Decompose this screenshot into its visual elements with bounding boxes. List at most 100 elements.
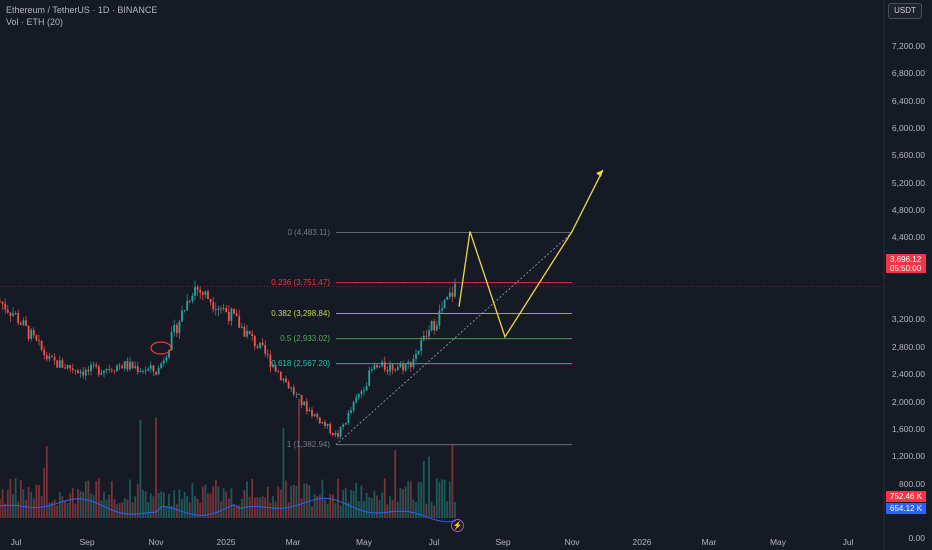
- volume-bar: [264, 497, 267, 518]
- volume-bar: [324, 499, 326, 518]
- candle-body: [157, 367, 160, 375]
- candle-body: [256, 346, 259, 348]
- volume-bar: [212, 486, 215, 518]
- time-tick: May: [355, 537, 373, 547]
- volume-bar: [370, 498, 373, 518]
- candle-body: [32, 330, 35, 336]
- candle-body: [175, 325, 178, 334]
- volume-bar: [376, 495, 378, 518]
- price-tick: 2,000.00: [891, 396, 925, 407]
- volume-bar: [454, 501, 456, 518]
- volume-bar: [165, 505, 168, 518]
- volume-bar: [266, 486, 269, 518]
- volume-bar: [295, 485, 298, 518]
- candle-body: [129, 361, 131, 370]
- volume-bar: [331, 494, 334, 518]
- candle-body: [430, 321, 433, 331]
- volume-bar: [209, 493, 212, 518]
- volume-bar: [58, 492, 61, 518]
- volume-bar: [168, 493, 170, 518]
- volume-bar: [110, 480, 113, 518]
- candle-body: [233, 308, 235, 314]
- volume-bar: [30, 492, 33, 518]
- volume-bar: [173, 490, 176, 518]
- candle-body: [183, 310, 186, 312]
- candle-body: [207, 291, 209, 300]
- volume-bar: [35, 484, 38, 518]
- candle-body: [105, 369, 108, 371]
- volume-bar: [344, 488, 347, 518]
- volume-bar: [448, 481, 451, 518]
- candle-body: [227, 311, 230, 321]
- volume-bar: [347, 502, 350, 518]
- candle-body: [235, 313, 238, 317]
- fib-level-label: 0.5 (2,933.02): [280, 333, 330, 343]
- lightning-icon[interactable]: ⚡: [451, 519, 464, 532]
- candle-body: [77, 370, 79, 374]
- volume-indicator-label[interactable]: Vol · ETH (20): [6, 17, 64, 27]
- volume-bar: [152, 496, 155, 518]
- price-tick: 2,800.00: [891, 341, 925, 352]
- volume-bar: [74, 503, 77, 518]
- volume-bar: [326, 504, 329, 518]
- candle-body: [84, 369, 87, 376]
- candle-body: [108, 369, 111, 370]
- volume-ma-tag: 654.12 K: [886, 503, 926, 514]
- candle-body: [66, 365, 69, 369]
- volume-bar: [32, 498, 35, 518]
- volume-bar: [207, 493, 209, 518]
- candle-body: [168, 350, 170, 358]
- volume-bar: [61, 496, 64, 518]
- volume-bar: [298, 399, 300, 518]
- volume-bar: [126, 499, 129, 518]
- volume-bar: [147, 502, 150, 518]
- volume-bar: [103, 491, 105, 518]
- candle-body: [225, 307, 228, 312]
- volume-bar: [337, 478, 339, 518]
- price-tick: 6,000.00: [891, 122, 925, 133]
- candle-body: [100, 372, 103, 375]
- time-tick: Mar: [285, 537, 301, 547]
- volume-bar: [43, 468, 46, 518]
- projection-arrowhead: [596, 169, 603, 177]
- volume-bar: [308, 485, 311, 518]
- currency-button[interactable]: USDT: [888, 3, 922, 19]
- candle-body: [342, 424, 345, 427]
- volume-bar: [196, 498, 199, 518]
- volume-bar: [360, 485, 363, 518]
- volume-bar: [365, 492, 368, 518]
- volume-bar: [235, 505, 238, 518]
- volume-bar: [175, 504, 178, 518]
- symbol-title[interactable]: Ethereum / TetherUS · 1D · BINANCE: [6, 5, 158, 15]
- candle-body: [295, 393, 298, 395]
- volume-bar: [134, 496, 137, 518]
- volume-bar: [435, 478, 438, 518]
- candle-body: [264, 345, 267, 354]
- candle-body: [253, 336, 256, 347]
- candle-body: [350, 410, 352, 413]
- volume-bar: [87, 480, 90, 518]
- volume-bar: [352, 490, 355, 518]
- last-price-value: 3,696.12: [890, 255, 922, 264]
- candle-body: [136, 366, 139, 373]
- candle-body: [147, 368, 150, 371]
- candle-body: [383, 361, 386, 370]
- candle-body: [298, 393, 300, 395]
- candle-body: [272, 365, 274, 368]
- candle-body: [144, 370, 147, 372]
- volume-bar: [97, 478, 100, 518]
- volume-bar: [292, 484, 295, 518]
- candle-body: [282, 378, 285, 381]
- volume-bar: [287, 502, 290, 518]
- candle-body: [352, 402, 355, 411]
- candle-body: [64, 367, 66, 369]
- volume-bar: [389, 496, 391, 518]
- volume-bar: [199, 503, 202, 518]
- volume-bar: [430, 501, 433, 518]
- volume-bar: [438, 482, 441, 518]
- volume-bar: [441, 479, 443, 518]
- candle-body: [217, 308, 220, 311]
- volume-bar: [227, 499, 230, 518]
- volume-bar: [19, 480, 22, 518]
